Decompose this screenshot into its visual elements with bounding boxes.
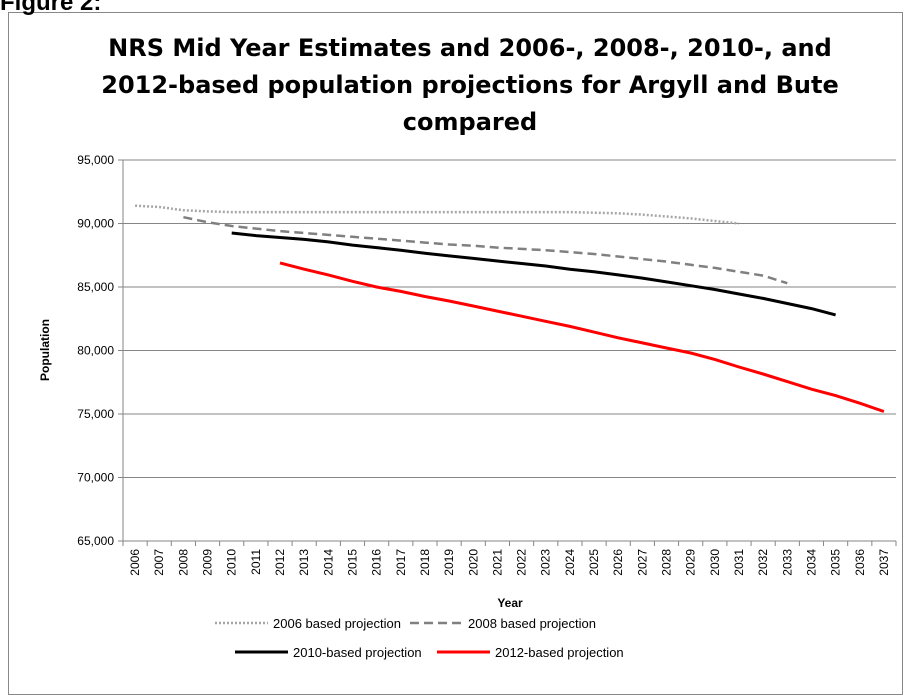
x-tick-label: 2030 — [708, 549, 722, 576]
x-tick-label: 2007 — [152, 549, 166, 576]
x-tick-label: 2027 — [635, 549, 649, 576]
x-tick-label: 2019 — [442, 549, 456, 576]
x-tick-label: 2032 — [756, 549, 770, 576]
x-tick-label: 2025 — [587, 549, 601, 576]
y-tick-label: 95,000 — [77, 153, 114, 167]
x-tick-label: 2012 — [273, 549, 287, 576]
chart-title: 2012-based population projections for Ar… — [101, 71, 838, 99]
y-axis-title: Population — [38, 319, 52, 381]
x-tick-label: 2034 — [804, 549, 818, 576]
series-line — [231, 231, 836, 317]
y-tick-label: 70,000 — [77, 471, 114, 485]
x-tick-label: 2035 — [829, 549, 843, 576]
x-tick-label: 2009 — [201, 549, 215, 576]
chart-title: compared — [403, 108, 537, 136]
y-tick-label: 75,000 — [77, 407, 114, 421]
x-tick-label: 2036 — [853, 549, 867, 576]
legend-label: 2010-based projection — [293, 645, 422, 660]
x-tick-label: 2021 — [490, 549, 504, 576]
x-tick-label: 2020 — [466, 549, 480, 576]
chart-border — [8, 12, 903, 695]
y-tick-label: 80,000 — [77, 344, 114, 358]
x-tick-label: 2013 — [297, 549, 311, 576]
series-line — [279, 261, 885, 413]
x-tick-label: 2016 — [370, 549, 384, 576]
x-tick-label: 2015 — [345, 549, 359, 576]
x-tick-label: 2037 — [877, 549, 891, 576]
x-tick-label: 2024 — [563, 549, 577, 576]
x-tick-label: 2033 — [780, 549, 794, 576]
legend-label: 2006 based projection — [273, 616, 401, 631]
figure-label: Figure 2: — [0, 0, 101, 16]
y-tick-label: 65,000 — [77, 534, 114, 548]
x-tick-label: 2006 — [128, 549, 142, 576]
series-line — [183, 215, 788, 285]
x-tick-label: 2017 — [394, 549, 408, 576]
x-tick-label: 2028 — [660, 549, 674, 576]
y-tick-label: 85,000 — [77, 280, 114, 294]
x-tick-label: 2023 — [539, 549, 553, 576]
x-tick-label: 2031 — [732, 549, 746, 576]
x-tick-label: 2011 — [249, 549, 263, 575]
series-line — [135, 204, 740, 225]
x-tick-label: 2010 — [225, 549, 239, 576]
x-tick-label: 2022 — [515, 549, 529, 576]
y-tick-label: 90,000 — [77, 217, 114, 231]
x-tick-label: 2014 — [321, 549, 335, 576]
x-tick-label: 2026 — [611, 549, 625, 576]
x-tick-label: 2018 — [418, 549, 432, 576]
legend-label: 2008 based projection — [468, 616, 596, 631]
x-tick-label: 2008 — [176, 549, 190, 576]
chart-title: NRS Mid Year Estimates and 2006-, 2008-,… — [108, 34, 832, 62]
legend-label: 2012-based projection — [495, 645, 624, 660]
x-axis-title: Year — [497, 596, 523, 610]
x-tick-label: 2029 — [684, 549, 698, 576]
